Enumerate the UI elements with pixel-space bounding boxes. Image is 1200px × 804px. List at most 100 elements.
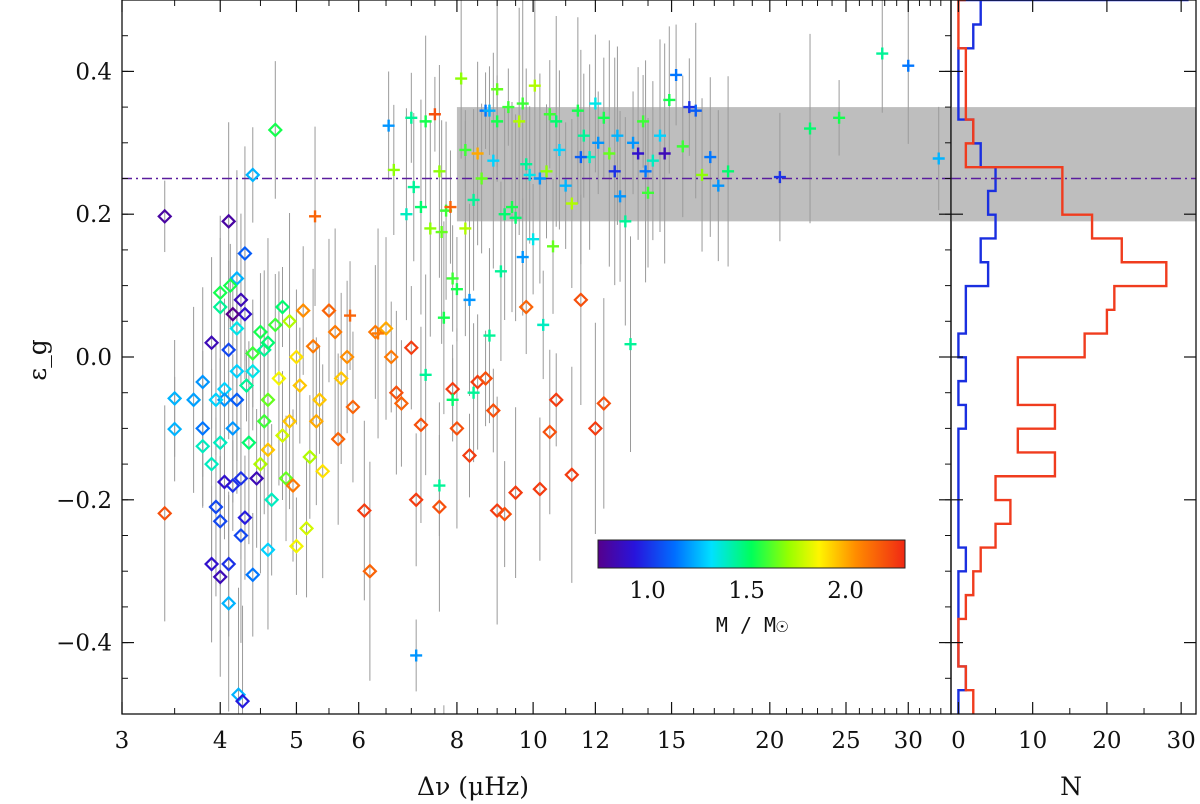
diamond-point	[167, 390, 183, 406]
diamond-point	[234, 693, 251, 709]
diamond-point	[237, 245, 253, 262]
cross-point	[704, 151, 717, 164]
y-tick-label: −0.2	[56, 488, 112, 514]
diamond-point	[271, 370, 287, 386]
cross-point	[876, 47, 889, 60]
cross-point	[309, 210, 322, 223]
colorbar-tick-label: 1.0	[629, 578, 666, 604]
diamond-point	[298, 520, 315, 536]
cross-point	[419, 368, 432, 381]
diamond-point	[497, 506, 513, 522]
cross-point	[571, 104, 584, 117]
diamond-point	[573, 292, 589, 308]
diamond-point	[252, 456, 269, 472]
cross-point	[400, 208, 413, 221]
cross-point	[491, 83, 504, 96]
cross-point	[509, 211, 522, 224]
diamond-point	[229, 320, 245, 336]
diamond-point	[403, 340, 419, 356]
diamond-point	[221, 595, 237, 611]
cross-point	[773, 171, 786, 184]
cross-point	[597, 111, 610, 124]
cross-point	[619, 215, 632, 228]
diamond-point	[229, 392, 245, 408]
diamond-point	[264, 492, 280, 508]
cross-point	[410, 649, 423, 662]
diamond-point	[302, 449, 318, 465]
cross-point	[902, 59, 915, 72]
cross-point	[471, 147, 484, 160]
diamond-point	[245, 167, 261, 183]
diamond-point	[221, 342, 237, 358]
diamond-point	[393, 395, 409, 411]
diamond-point	[212, 285, 228, 301]
x-tick-label: 30	[894, 728, 923, 754]
diamond-point	[241, 435, 257, 451]
diamond-point	[195, 374, 211, 390]
x-tick-label: 25	[831, 728, 860, 754]
diamond-point	[413, 417, 429, 433]
diamond-point	[212, 513, 228, 529]
diamond-point	[186, 392, 202, 408]
cross-point	[505, 201, 518, 214]
cross-point	[405, 111, 418, 124]
histogram-x-tick-label: 20	[1092, 728, 1121, 754]
x-tick-label: 12	[581, 728, 610, 754]
diamond-point	[233, 527, 249, 544]
cross-point	[516, 97, 529, 110]
diamond-point	[260, 335, 276, 351]
histogram-shaded-band	[951, 107, 1196, 222]
cross-point	[537, 318, 550, 331]
cross-point	[344, 309, 357, 322]
diamond-point	[216, 474, 233, 490]
diamond-point	[245, 345, 261, 361]
diamond-point	[237, 306, 253, 322]
diamond-point	[245, 567, 261, 583]
cross-point	[424, 222, 437, 235]
cross-point	[533, 172, 546, 185]
cross-point	[463, 293, 476, 306]
cross-point	[547, 240, 560, 253]
y-tick-label: 0.0	[75, 345, 112, 371]
diamond-point	[548, 392, 564, 408]
diamond-point	[485, 402, 501, 419]
diamond-point	[362, 563, 378, 579]
shaded-band	[456, 107, 951, 222]
diamond-point	[367, 324, 383, 340]
cross-point	[437, 311, 450, 324]
cross-point	[516, 251, 529, 264]
diamond-point	[260, 542, 276, 558]
diamond-point	[327, 324, 343, 340]
x-tick-label: 20	[755, 728, 784, 754]
cross-point	[653, 129, 666, 142]
diamond-point	[195, 420, 211, 436]
diamond-point	[285, 477, 301, 494]
main-y-axis-title: ε_g	[23, 339, 52, 380]
diamond-point	[345, 399, 361, 415]
diamond-point	[305, 338, 321, 354]
cross-point	[603, 147, 616, 160]
diamond-point	[508, 485, 524, 501]
colorbar-tick-label: 2.0	[827, 578, 864, 604]
diamond-point	[274, 427, 291, 444]
cross-point	[527, 233, 540, 246]
cross-point	[565, 197, 578, 210]
diamond-point	[292, 378, 308, 394]
diamond-point	[225, 306, 241, 322]
diamond-point	[267, 122, 283, 138]
diamond-point	[518, 299, 534, 315]
cross-point	[592, 136, 605, 149]
cross-point	[407, 181, 420, 194]
diamond-point	[252, 324, 269, 340]
diamond-point	[278, 470, 294, 486]
diamond-point	[408, 492, 424, 508]
diamond-point	[212, 569, 228, 585]
cross-point	[611, 129, 624, 142]
cross-point	[632, 147, 645, 160]
diamond-point	[295, 303, 311, 319]
cross-point	[624, 338, 637, 351]
cross-point	[689, 104, 702, 117]
diamond-point	[532, 481, 548, 497]
main-x-axis-title: Δν (μHz)	[417, 772, 529, 801]
